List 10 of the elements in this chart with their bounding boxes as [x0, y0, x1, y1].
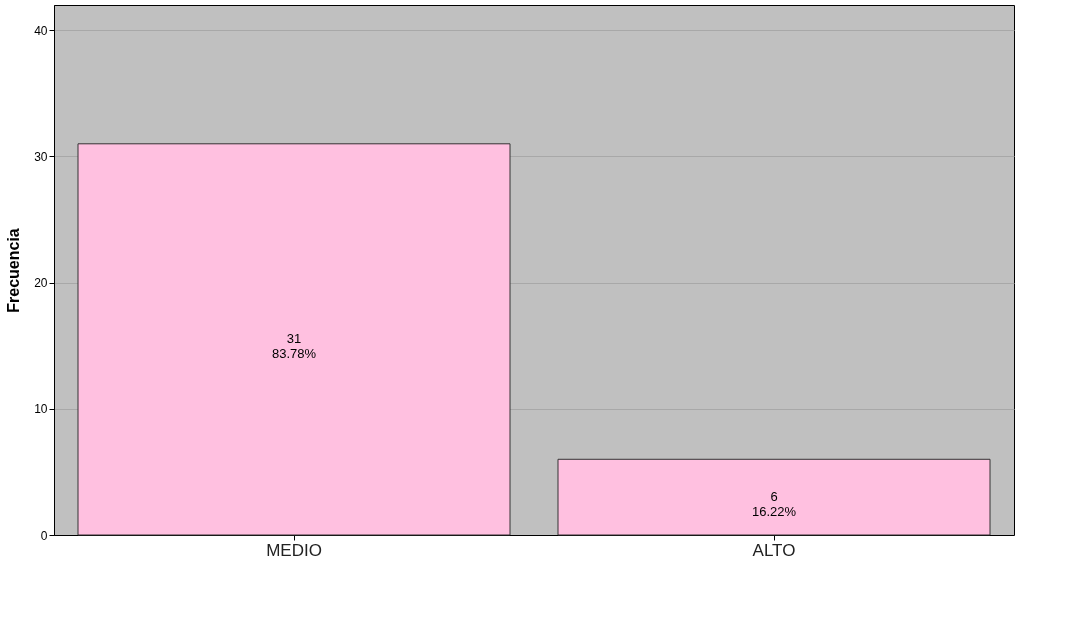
- y-tick-label: 0: [40, 528, 48, 543]
- data-label: 6 16.22%: [751, 489, 797, 520]
- y-tick-label: 20: [34, 276, 48, 291]
- x-tick-label: MEDIO: [266, 540, 322, 560]
- y-tick-label: 40: [34, 23, 48, 38]
- y-axis-title: Frecuencia: [5, 228, 23, 313]
- y-tick-label: 10: [34, 402, 48, 417]
- y-tick-label: 30: [34, 149, 48, 164]
- data-label: 31 83.78%: [271, 331, 317, 362]
- x-tick-label: ALTO: [752, 540, 796, 560]
